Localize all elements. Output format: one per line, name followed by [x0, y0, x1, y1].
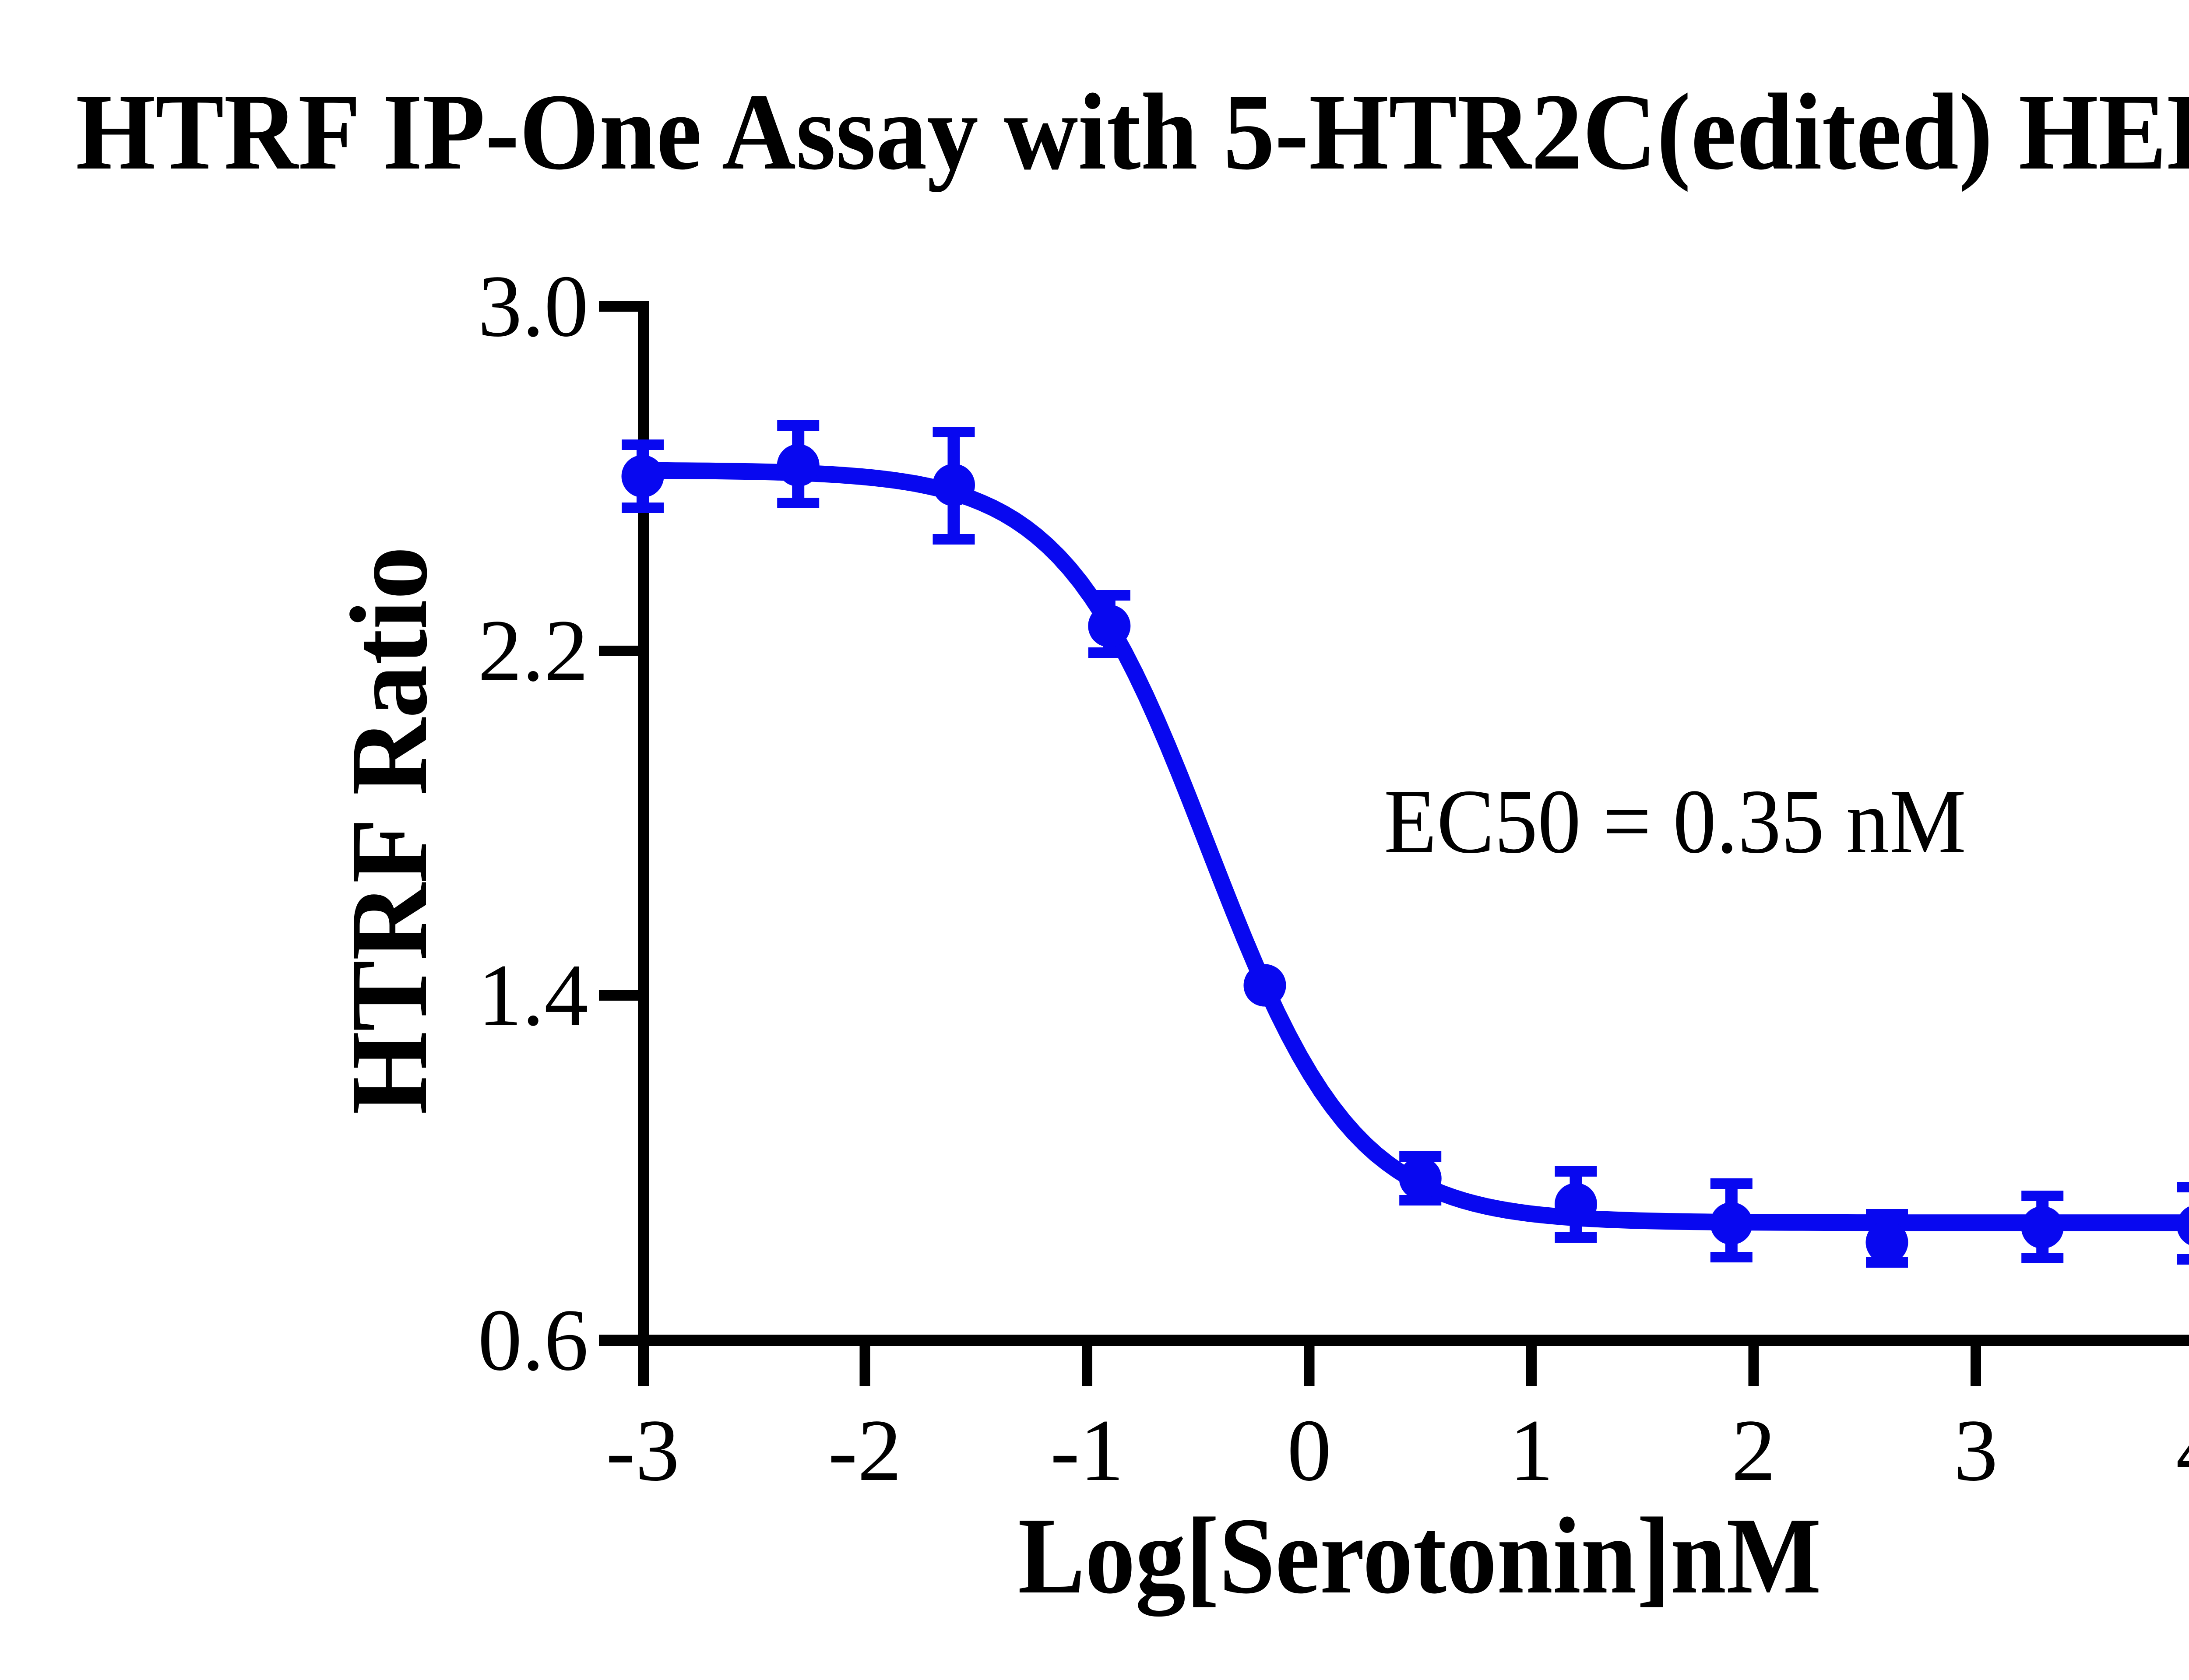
svg-text:-3: -3	[606, 1401, 679, 1499]
svg-text:HTRF IP-One Assay with 5-HTR2C: HTRF IP-One Assay with 5-HTR2C(edited) H…	[76, 71, 2189, 193]
svg-text:0: 0	[1287, 1401, 1331, 1499]
svg-text:3.0: 3.0	[478, 257, 589, 355]
svg-text:-2: -2	[828, 1401, 901, 1499]
svg-text:2.2: 2.2	[478, 601, 589, 699]
svg-text:3: 3	[1954, 1401, 1998, 1499]
svg-text:Log[Serotonin]nM: Log[Serotonin]nM	[1018, 1495, 1821, 1617]
svg-text:-1: -1	[1050, 1401, 1124, 1499]
svg-text:0.6: 0.6	[478, 1291, 589, 1389]
svg-text:1.4: 1.4	[478, 946, 589, 1044]
svg-text:HTRF Ratio: HTRF Ratio	[327, 546, 450, 1114]
svg-text:EC50 = 0.35 nM: EC50 = 0.35 nM	[1384, 771, 1966, 872]
svg-text:2: 2	[1731, 1401, 1776, 1499]
svg-text:4: 4	[2176, 1401, 2189, 1499]
svg-text:1: 1	[1510, 1401, 1554, 1499]
